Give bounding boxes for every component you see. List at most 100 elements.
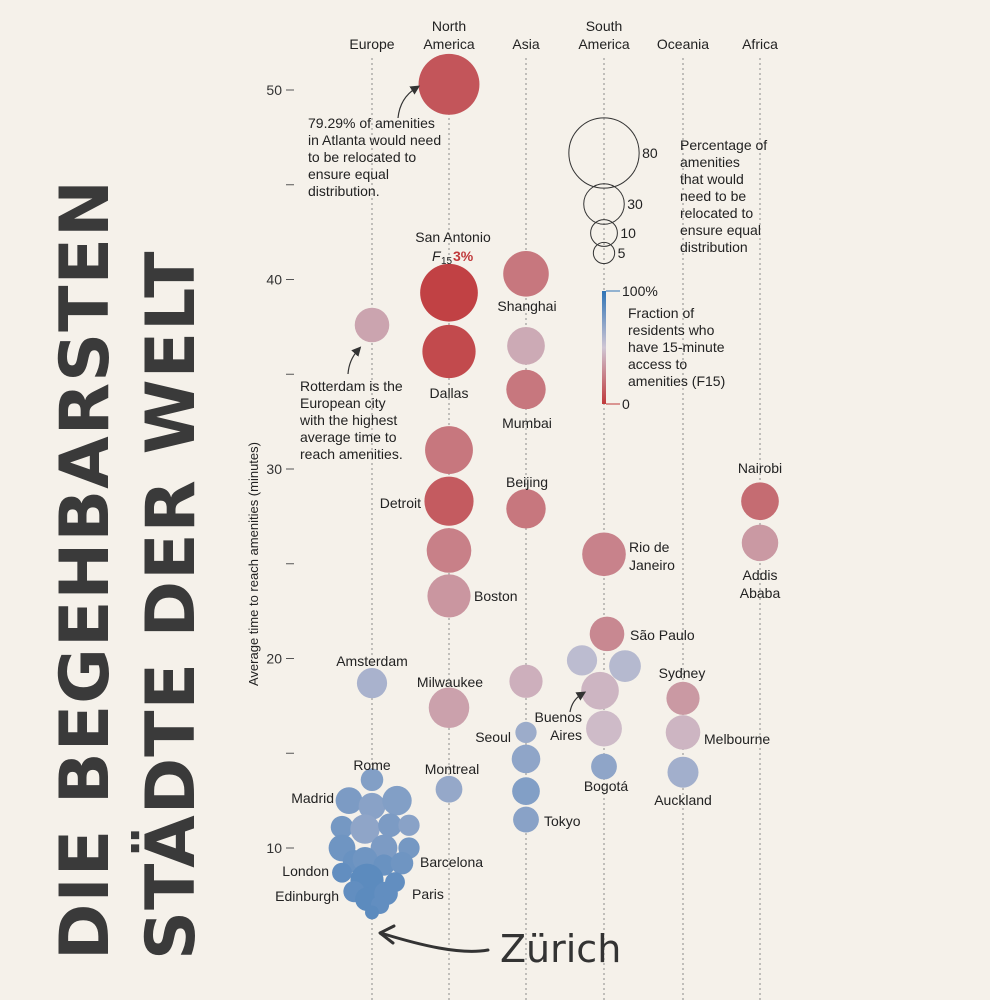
y-tick-label-30: 30 <box>266 461 282 477</box>
rotterdam-note-line-2: European city <box>300 395 386 411</box>
y-tick-label-10: 10 <box>266 840 282 856</box>
size-legend-circle-80 <box>568 117 640 189</box>
city-label-barcelona: Barcelona <box>420 854 483 870</box>
color-legend-title-5: amenities (F15) <box>628 373 725 389</box>
city-label-nairobi: Nairobi <box>738 460 782 476</box>
city-label-sydney: Sydney <box>659 665 706 681</box>
atlanta-note-line-3: to be relocated to <box>308 149 416 165</box>
city-point-50 <box>666 681 700 715</box>
color-legend-bar <box>602 291 606 404</box>
y-axis-title: Average time to reach amenities (minutes… <box>246 442 261 686</box>
city-point-7 <box>428 687 470 729</box>
size-legend-label-10: 10 <box>620 225 636 241</box>
city-point-37 <box>506 489 546 529</box>
city-point-13 <box>358 792 386 820</box>
city-label-melbourne: Melbourne <box>704 731 770 747</box>
city-point-20 <box>370 834 398 862</box>
city-label-shanghai: Shanghai <box>497 298 556 314</box>
city-point-26 <box>332 862 352 883</box>
city-label-milwaukee: Milwaukee <box>417 674 483 690</box>
city-label-boston: Boston <box>474 588 518 604</box>
y-tick-label-20: 20 <box>266 651 282 667</box>
headline-line-1: DIE BEGEHBARSTEN <box>46 179 125 960</box>
city-point-10 <box>356 668 388 699</box>
size-legend-title-5: relocated to <box>680 205 753 221</box>
zurich-arrow-line <box>382 932 490 953</box>
atlanta-note-line-2: in Atlanta would need <box>308 132 441 148</box>
size-legend-title-2: amenities <box>680 154 740 170</box>
size-legend-circle-5 <box>592 241 616 265</box>
city-point-5 <box>426 528 472 573</box>
size-legend-label-5: 5 <box>618 245 626 261</box>
color-legend-title-3: have 15-minute <box>628 339 725 355</box>
region-header-1-0: North <box>432 18 466 34</box>
city-label-montreal: Montreal <box>425 761 479 777</box>
city-label-london: London <box>282 863 329 879</box>
city-point-44 <box>589 616 625 652</box>
city-point-25 <box>390 851 414 875</box>
f15-symbol: F <box>432 248 442 264</box>
region-header-2-0: Asia <box>512 36 539 52</box>
city-point-1 <box>420 263 478 322</box>
city-point-15 <box>330 815 354 839</box>
region-headers: Europe North America Asia South America Oceani… <box>349 18 778 52</box>
rotterdam-note-line-5: reach amenities. <box>300 446 403 462</box>
zurich-label: Zürich <box>500 927 621 971</box>
zurich-annotation: Zürich <box>378 924 621 971</box>
color-legend-title-1: Fraction of <box>628 305 694 321</box>
city-label-dallas: Dallas <box>430 385 469 401</box>
city-point-16 <box>350 814 380 844</box>
color-legend-max-label: 100% <box>622 283 658 299</box>
city-label-detroit: Detroit <box>380 495 421 511</box>
y-axis: 10 20 30 40 50 <box>266 82 294 856</box>
color-legend-title-4: access to <box>628 356 687 372</box>
city-point-52 <box>667 756 699 788</box>
rotterdam-note-line-1: Rotterdam is the <box>300 378 403 394</box>
city-points <box>328 53 779 920</box>
city-label-mumbai: Mumbai <box>502 415 552 431</box>
city-point-18 <box>398 814 420 836</box>
city-label-paris: Paris <box>412 886 444 902</box>
color-legend: 100% 0 Fraction of residents who have 15… <box>602 283 725 412</box>
city-point-34 <box>503 251 549 297</box>
size-legend: Percentage of amenities that would need … <box>568 117 767 265</box>
city-point-40 <box>511 744 541 774</box>
atlanta-note-line-5: distribution. <box>308 183 380 199</box>
size-legend-title-4: need to be <box>680 188 746 204</box>
city-point-43 <box>582 532 626 577</box>
city-point-49 <box>591 753 617 780</box>
zurich-arrow-head <box>378 924 396 945</box>
city-label-seoul: Seoul <box>475 729 511 745</box>
buenos-aires-arrow <box>569 691 587 713</box>
color-legend-min-label: 0 <box>622 396 630 412</box>
atlanta-note-line-1: 79.29% of amenities <box>308 115 435 131</box>
region-header-4-0: Oceania <box>657 36 709 52</box>
city-label-addis-ababa: Addis Ababa <box>740 567 781 601</box>
city-point-17 <box>378 813 402 838</box>
city-point-11 <box>360 768 384 792</box>
size-legend-title-6: ensure equal <box>680 222 761 238</box>
city-label-bogotá: Bogotá <box>584 778 629 794</box>
city-label-são-paulo: São Paulo <box>630 627 695 643</box>
city-label-amsterdam: Amsterdam <box>336 653 408 669</box>
city-label-edinburgh: Edinburgh <box>275 888 339 904</box>
y-tick-label-50: 50 <box>266 82 282 98</box>
san-antonio-label: San Antonio F 15 3% <box>415 229 491 267</box>
city-point-0 <box>418 53 480 115</box>
headline: DIE BEGEHBARSTEN STÄDTE DER WELT <box>46 179 211 960</box>
city-point-4 <box>424 476 474 526</box>
city-point-35 <box>507 326 545 365</box>
city-label-rome: Rome <box>353 757 391 773</box>
atlanta-arrow <box>397 85 421 119</box>
size-legend-label-80: 80 <box>642 145 658 161</box>
city-point-47 <box>581 671 619 710</box>
city-point-39 <box>515 721 537 744</box>
region-header-1-1: America <box>423 36 475 52</box>
size-legend-title-3: that would <box>680 171 744 187</box>
city-point-42 <box>513 806 539 833</box>
headline-line-2: STÄDTE DER WELT <box>131 250 211 960</box>
city-point-54 <box>741 524 779 562</box>
city-label-madrid: Madrid <box>291 790 334 806</box>
